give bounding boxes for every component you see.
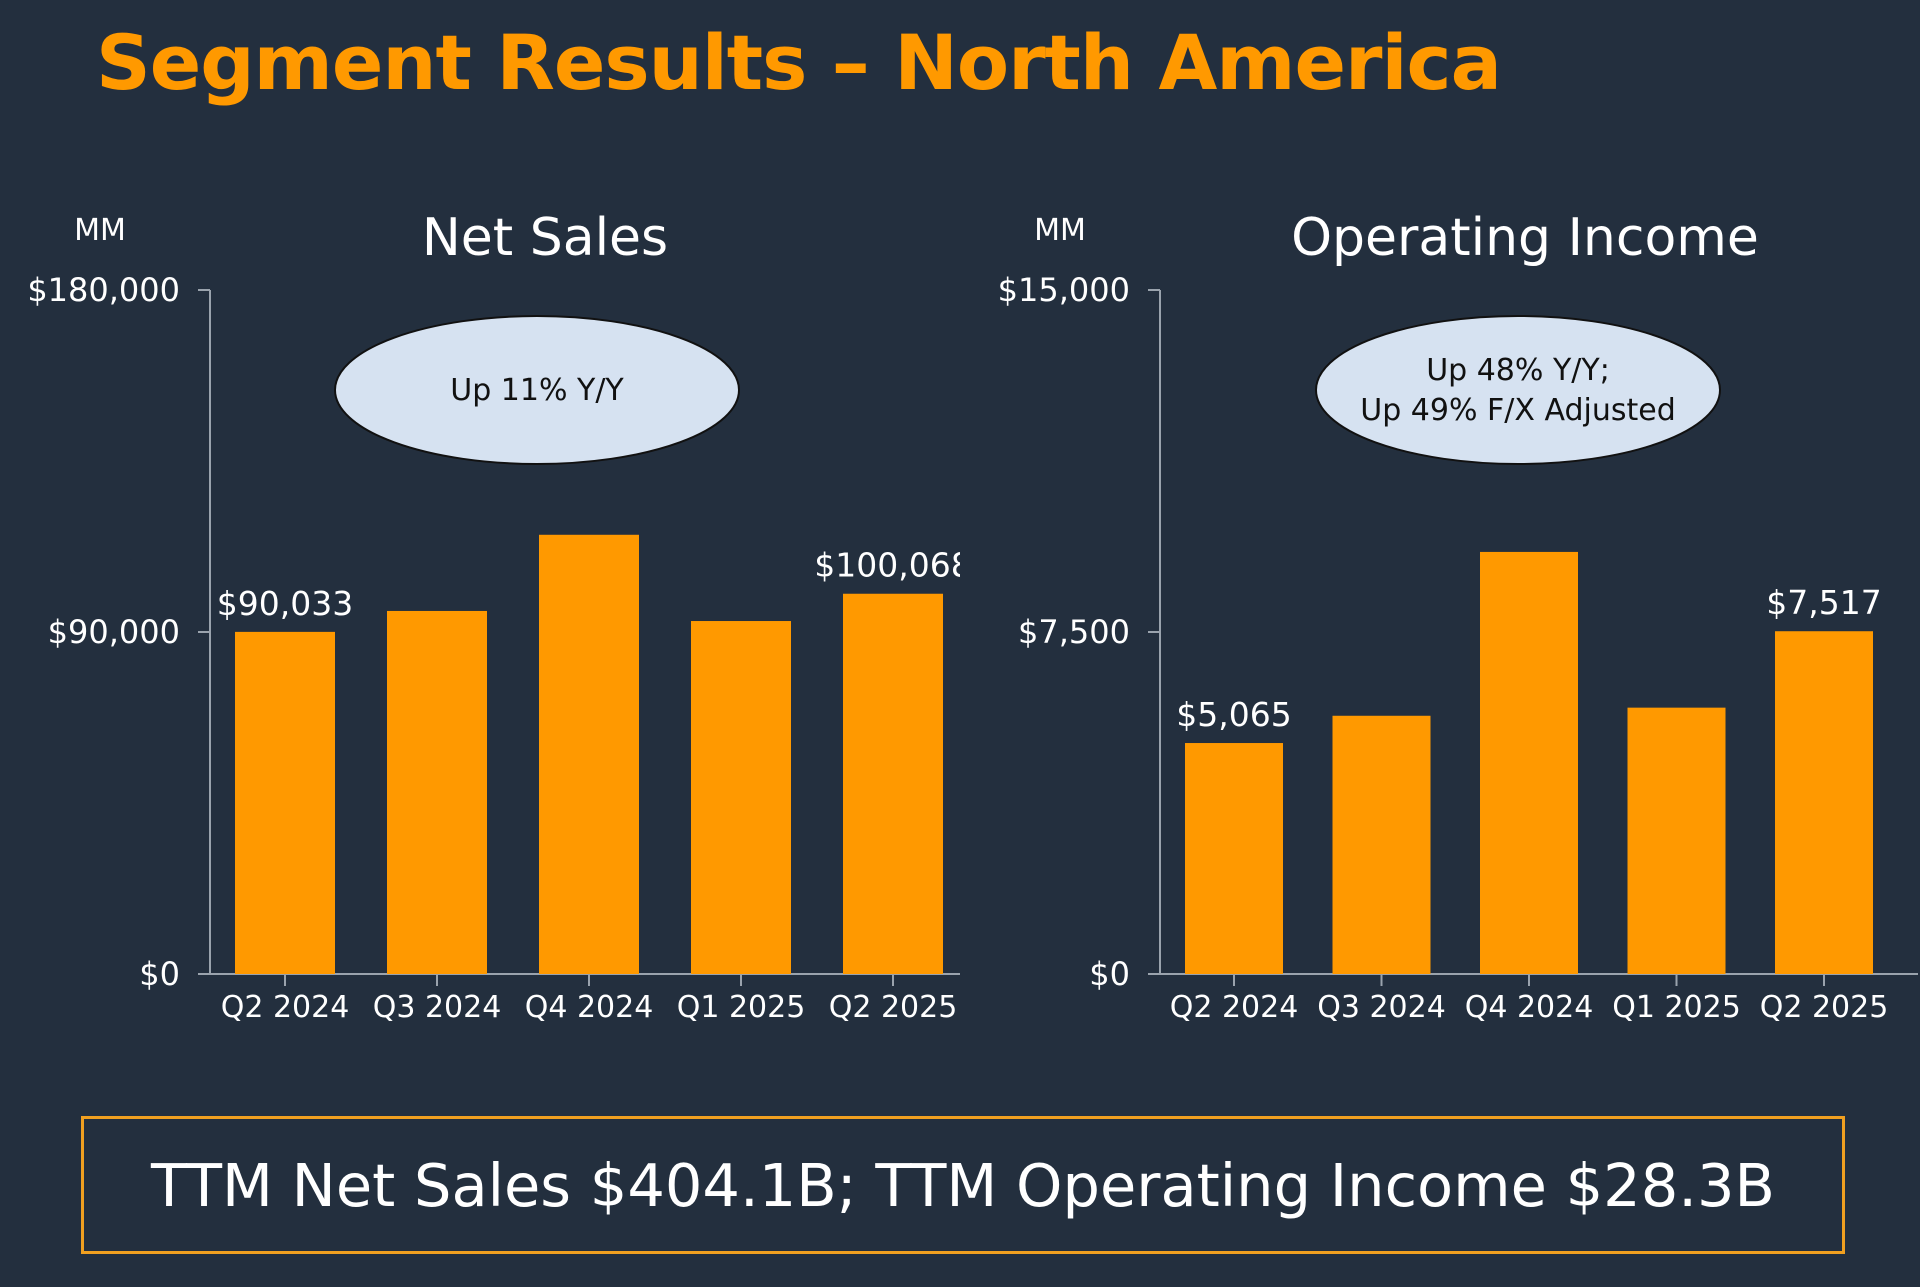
y-tick-label: $90,000 xyxy=(48,613,180,651)
y-tick-label: $180,000 xyxy=(27,271,180,309)
callout-text: Up 48% Y/Y; xyxy=(1426,353,1610,388)
unit-label: MM xyxy=(74,213,126,248)
y-tick-label: $0 xyxy=(1089,955,1130,993)
data-label: $5,065 xyxy=(1176,695,1291,734)
x-tick-label: Q1 2025 xyxy=(1612,990,1741,1025)
data-label: $7,517 xyxy=(1766,583,1881,622)
x-tick-label: Q2 2024 xyxy=(221,990,350,1025)
chart-title: Net Sales xyxy=(422,208,668,268)
bar xyxy=(1185,743,1283,974)
bar xyxy=(691,621,791,974)
bar xyxy=(843,593,943,974)
x-tick-label: Q1 2025 xyxy=(677,990,806,1025)
slide-title: Segment Results – North America xyxy=(96,18,1502,107)
bar xyxy=(1775,631,1873,974)
x-tick-label: Q3 2024 xyxy=(373,990,502,1025)
bar xyxy=(1480,551,1578,974)
bar xyxy=(387,610,487,974)
y-tick-label: $15,000 xyxy=(998,271,1130,309)
y-tick-label: $7,500 xyxy=(1018,613,1130,651)
x-tick-label: Q2 2025 xyxy=(829,990,958,1025)
callout-text: Up 11% Y/Y xyxy=(450,373,624,408)
net-sales-chart: MM Net Sales $0 $90,000 $180,000 Q2 2024 $90,0… xyxy=(27,208,960,1025)
x-tick-label: Q2 2024 xyxy=(1170,990,1299,1025)
ttm-summary-box: TTM Net Sales $404.1B; TTM Operating Inc… xyxy=(81,1116,1845,1254)
unit-label: MM xyxy=(1034,213,1086,248)
x-tick-label: Q4 2024 xyxy=(525,990,654,1025)
x-tick-label: Q4 2024 xyxy=(1465,990,1594,1025)
y-tick-label: $0 xyxy=(139,955,180,993)
bar xyxy=(539,534,639,974)
x-tick-label: Q3 2024 xyxy=(1317,990,1446,1025)
bar xyxy=(1627,707,1726,974)
data-label: $100,068 xyxy=(814,546,960,585)
chart-title: Operating Income xyxy=(1291,208,1759,268)
data-label: $90,033 xyxy=(217,584,353,623)
bar xyxy=(235,631,335,974)
callout-text: Up 49% F/X Adjusted xyxy=(1360,393,1675,428)
bar xyxy=(1332,715,1431,974)
growth-callout xyxy=(334,315,740,465)
ttm-summary-text: TTM Net Sales $404.1B; TTM Operating Inc… xyxy=(150,1150,1776,1220)
growth-callout xyxy=(1315,315,1721,465)
x-tick-label: Q2 2025 xyxy=(1760,990,1889,1025)
operating-income-chart: MM Operating Income $0 $7,500 $15,000 Q2 2024… xyxy=(998,208,1918,1025)
